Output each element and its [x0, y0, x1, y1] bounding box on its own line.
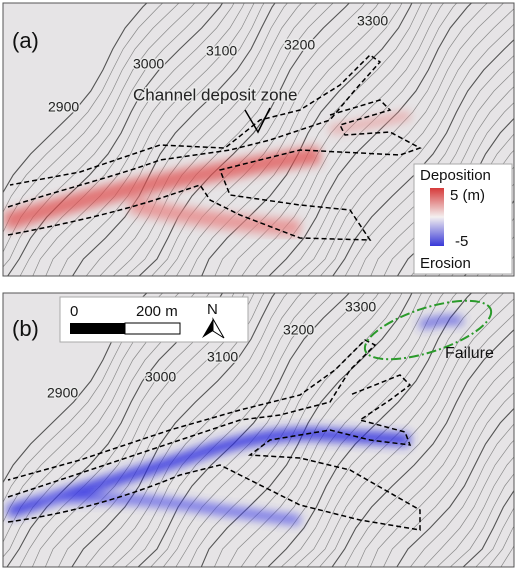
panel-label: (a) [12, 28, 39, 53]
scale-segment [125, 323, 180, 334]
contour-label: 3200 [284, 37, 315, 53]
legend: Deposition 5 (m) -5 Erosion [414, 164, 512, 274]
contour-label: 3300 [345, 299, 376, 315]
figure: (a) 3300 3200 3100 3000 2900 Channel dep… [0, 0, 517, 570]
contour-label: 3100 [206, 43, 237, 59]
scale-end: 200 m [136, 303, 178, 320]
north-label: N [207, 301, 218, 318]
annotation: Channel deposit zone [133, 85, 297, 104]
legend-min: -5 [455, 233, 468, 250]
contour-label: 3300 [357, 13, 388, 29]
scale-segment [70, 323, 125, 334]
annotation: Failure [445, 345, 494, 362]
contour-label: 3000 [145, 369, 176, 385]
contour-label: 2900 [48, 99, 79, 115]
panel-label: (b) [12, 316, 39, 341]
legend-bottom: Erosion [420, 255, 471, 272]
scale-start: 0 [70, 303, 78, 320]
legend-title: Deposition [420, 167, 491, 184]
legend-max: 5 (m) [450, 187, 485, 204]
contour-label: 3100 [207, 349, 238, 365]
scale-bar: 0 200 m N [60, 297, 248, 342]
color-bar [430, 188, 444, 246]
contour-label: 3200 [283, 322, 314, 338]
contour-label: 3000 [133, 56, 164, 72]
contour-label: 2900 [47, 385, 78, 401]
